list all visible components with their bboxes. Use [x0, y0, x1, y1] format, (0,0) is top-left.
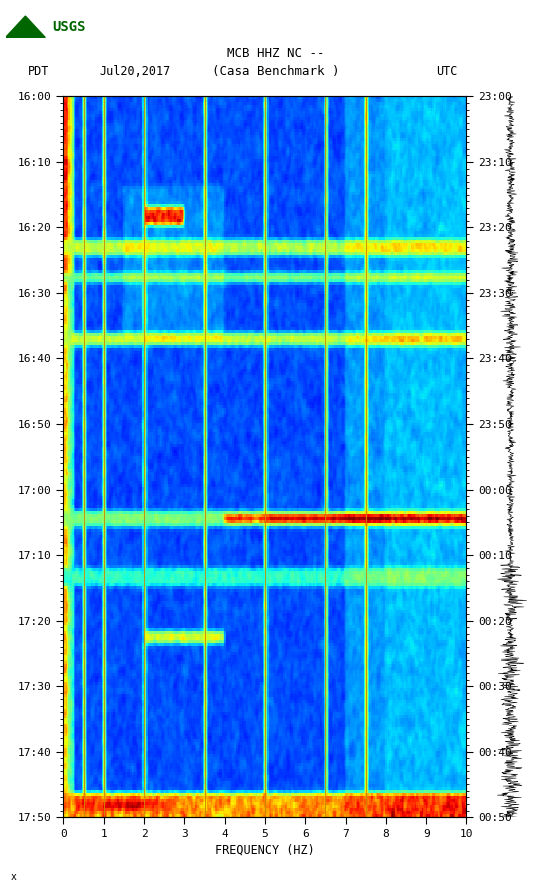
Polygon shape: [6, 16, 45, 38]
Text: MCB HHZ NC --: MCB HHZ NC --: [227, 47, 325, 60]
Text: PDT: PDT: [28, 65, 49, 78]
Text: (Casa Benchmark ): (Casa Benchmark ): [213, 65, 339, 78]
Text: UTC: UTC: [436, 65, 458, 78]
Text: x: x: [11, 872, 17, 882]
X-axis label: FREQUENCY (HZ): FREQUENCY (HZ): [215, 843, 315, 856]
Text: Jul20,2017: Jul20,2017: [99, 65, 171, 78]
Text: USGS: USGS: [52, 20, 86, 34]
